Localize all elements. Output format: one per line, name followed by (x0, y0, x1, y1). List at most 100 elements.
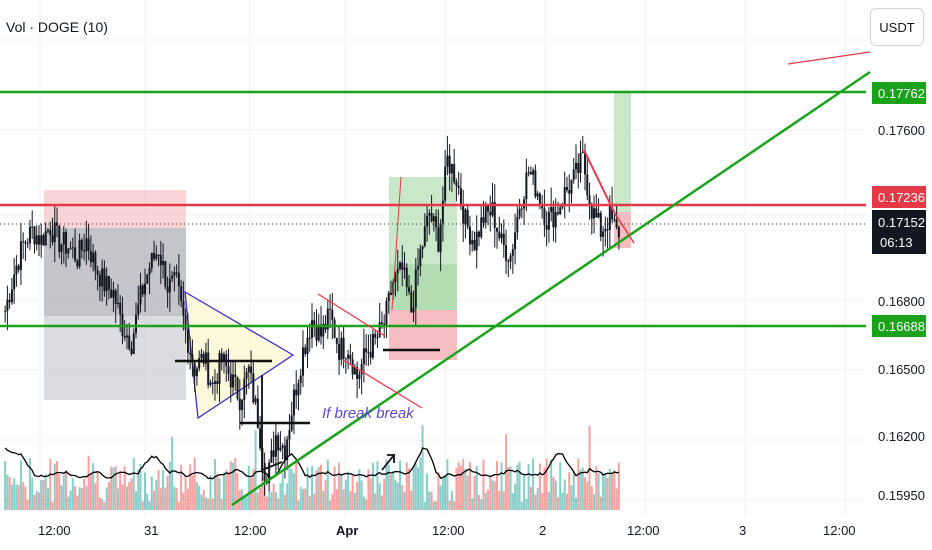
volume-bar (365, 499, 368, 510)
price-axis[interactable]: 0.17600 0.16800 0.16500 0.16200 0.15950 … (872, 82, 926, 503)
projected-red-line[interactable] (787, 51, 871, 65)
candle-body (107, 276, 110, 290)
candle-body (37, 235, 40, 245)
candle-body (509, 255, 512, 262)
candle-body (536, 193, 539, 197)
candle-body (599, 212, 602, 237)
candle-body (505, 245, 508, 261)
annotation-text[interactable]: If break break (322, 405, 415, 422)
candle-body (484, 205, 487, 223)
breakdown-arrow[interactable] (261, 375, 283, 472)
candle-body (236, 376, 239, 399)
volume-bar (602, 472, 605, 510)
candle-body (604, 229, 607, 232)
volume-bar (358, 469, 361, 510)
candle-body (615, 219, 618, 228)
candle-body (371, 334, 374, 358)
latest-long-target-zone[interactable] (614, 92, 631, 212)
candle-body (209, 382, 212, 385)
time-axis[interactable]: 12:00 31 12:00 Apr 12:00 2 12:00 3 12:00 (38, 523, 856, 538)
candle-body (47, 230, 49, 232)
candle-body (617, 227, 620, 238)
volume-indicator-title[interactable]: Vol · DOGE (10) (6, 19, 108, 35)
candle-body (468, 226, 471, 245)
volume-bar (56, 460, 59, 510)
candle-body (552, 207, 555, 228)
candle-body (385, 301, 388, 326)
candle-body (538, 193, 541, 206)
descending-channel-upper[interactable] (317, 293, 386, 337)
volume-bar (135, 491, 137, 510)
volume-bar (107, 482, 110, 510)
volume-bar (536, 487, 539, 510)
candle-body (329, 308, 332, 310)
volume-bar (435, 501, 438, 510)
long-position-risk-zone[interactable] (389, 310, 457, 360)
volume-bar (53, 463, 56, 510)
volume-bar (209, 475, 212, 510)
x-tick-label: 3 (739, 523, 746, 538)
currency-button[interactable]: USDT (870, 8, 924, 46)
candle-body (182, 300, 185, 316)
volume-bar (613, 470, 616, 510)
candle-body (204, 352, 207, 364)
volume-bar (378, 483, 381, 510)
candle-body (380, 322, 383, 324)
latest-long-risk-zone[interactable] (614, 212, 631, 248)
volume-bar (489, 476, 492, 510)
recent-descending-line-2[interactable] (613, 211, 635, 244)
recent-descending-line[interactable] (583, 149, 615, 213)
candle-body (44, 231, 47, 246)
candle-body (28, 226, 31, 244)
long-entry-spike-line[interactable] (391, 176, 402, 311)
candle-body (338, 343, 341, 360)
volume-bar (89, 474, 92, 510)
volume-bar (146, 493, 149, 510)
candle-body (268, 462, 271, 483)
volume-bar (98, 497, 101, 510)
volume-bar (24, 486, 27, 510)
volume-bar (514, 483, 517, 510)
short-position-risk-zone[interactable] (44, 190, 186, 228)
volume-bar (31, 477, 34, 510)
volume-bar (313, 493, 316, 510)
volume-bar (446, 459, 449, 510)
volume-bar (65, 470, 68, 510)
volume-bar (171, 436, 174, 510)
candle-body (577, 162, 580, 174)
candle-body (166, 286, 169, 293)
candle-body (254, 398, 257, 403)
volume-bar (180, 464, 183, 510)
volume-bar (198, 485, 201, 510)
volume-bar (78, 487, 81, 510)
candle-body (477, 231, 480, 237)
volume-bar (148, 501, 151, 510)
volume-bars (4, 425, 620, 510)
volume-bar (335, 488, 338, 510)
volume-bar (159, 488, 162, 510)
volume-bar (83, 478, 86, 510)
candle-countdown-label: 06:13 (880, 235, 913, 250)
volume-bar (563, 479, 566, 510)
volume-bar (4, 461, 7, 510)
volume-bar (414, 463, 417, 510)
up-arrow-marker[interactable] (381, 454, 396, 471)
candle-body (365, 348, 368, 353)
candle-body (162, 261, 165, 266)
long-position-target-zone-mid[interactable] (389, 264, 457, 310)
volume-bar (444, 475, 447, 510)
candle-body (189, 352, 192, 355)
candle-body (304, 347, 307, 355)
volume-bar (419, 457, 422, 510)
volume-bar (448, 500, 451, 510)
candle-body (435, 216, 438, 228)
volume-bar (498, 491, 501, 510)
short-position-target-zone-light[interactable] (44, 316, 186, 400)
descending-channel-lower[interactable] (342, 359, 423, 409)
volume-bar (462, 458, 465, 510)
candle-body (441, 200, 444, 224)
volume-bar (550, 459, 553, 510)
ascending-trendline[interactable] (231, 70, 871, 507)
volume-bar (502, 491, 505, 510)
